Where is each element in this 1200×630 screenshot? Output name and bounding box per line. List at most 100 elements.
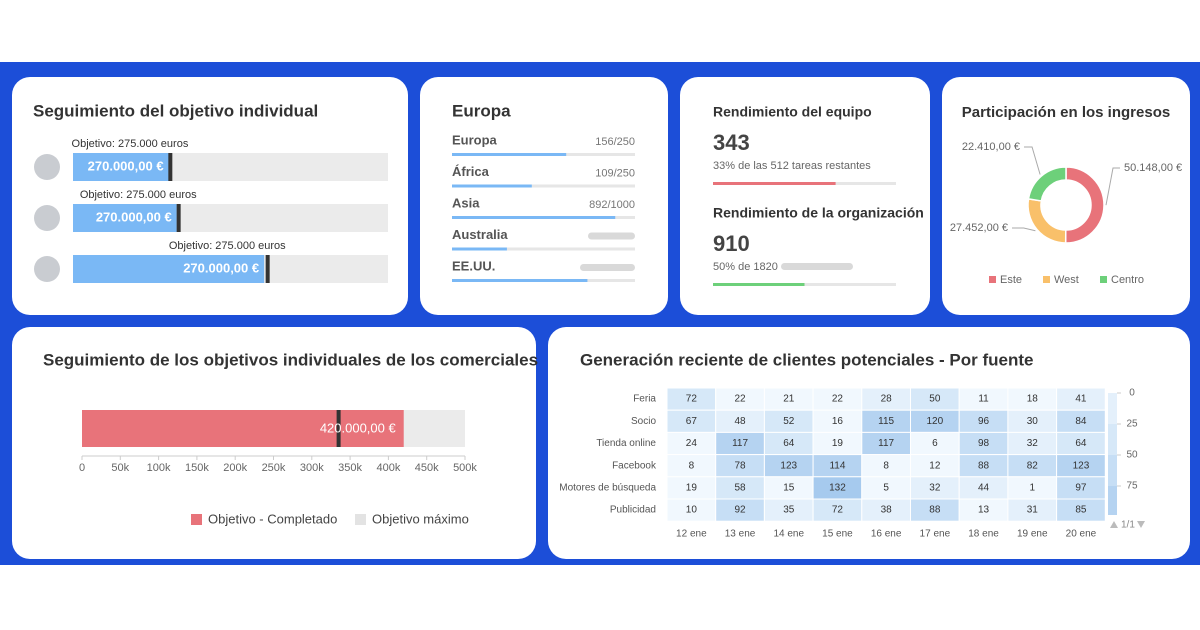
target-marker [265,255,270,283]
row-label: Publicidad [610,505,656,516]
legend-label: Objetivo máximo [372,511,469,526]
cell-label: 96 [978,416,990,427]
cell-label: 11 [978,394,989,405]
card [680,77,930,315]
bar [713,283,805,286]
column-label: 14 ene [773,529,804,540]
cell-label: 12 [929,460,941,471]
cell-label: 120 [927,416,944,427]
bar [452,184,532,188]
slice-label: 22.410,00 € [962,141,1020,153]
region-name: Australia [452,227,508,242]
kpi-value: 910 [713,231,750,256]
cell-label: 67 [686,416,698,427]
cell-label: 92 [734,505,746,516]
cell-label: 30 [1027,416,1039,427]
placeholder [580,264,635,271]
pager-down [1137,521,1145,528]
region-name: EE.UU. [452,258,495,273]
x-tick-label: 500k [453,462,477,474]
cell-label: 31 [1027,505,1039,516]
cell-label: 88 [929,505,941,516]
column-label: 15 ene [822,529,853,540]
column-label: 12 ene [676,529,707,540]
x-tick-label: 50k [111,462,129,474]
cell-label: 117 [878,438,894,449]
donut-slice [1027,166,1067,202]
target-marker [168,153,173,181]
legend-swatch [1043,276,1050,283]
x-tick-label: 0 [79,462,85,474]
target-label: Objetivo: 275.000 euros [80,189,197,201]
track [452,247,635,251]
cell-label: 84 [1075,416,1087,427]
target-marker [176,204,181,232]
scale-label: 25 [1126,419,1138,430]
kpi-title: Rendimiento del equipo [713,104,872,120]
scale-label: 0 [1129,388,1135,399]
cell-label: 132 [829,483,846,494]
cell-label: 32 [929,483,941,494]
column-label: 17 ene [920,529,951,540]
value-label: 270.000,00 € [96,209,172,224]
legend-swatch [191,514,202,525]
column-label: 13 ene [725,529,756,540]
cell-label: 88 [978,460,990,471]
cell-label: 117 [732,438,748,449]
legend-label: Objetivo - Completado [208,511,337,526]
kpi-subtitle: 33% de las 512 tareas restantes [713,160,871,172]
target-marker [336,410,341,447]
bar [73,204,177,232]
value-label: 270.000,00 € [88,158,164,173]
kpi-value: 343 [713,130,750,155]
placeholder [781,263,853,270]
region-name: Asia [452,195,480,210]
column-label: 18 ene [968,529,999,540]
bar [452,216,616,219]
cell-label: 72 [832,505,844,516]
slice-label: 27.452,00 € [950,222,1008,234]
bar [73,255,265,283]
pager-label: 1/1 [1121,520,1135,531]
bar [452,279,588,282]
column-label: 16 ene [871,529,902,540]
cell-label: 50 [929,394,941,405]
cell-label: 16 [832,416,844,427]
cell-label: 10 [686,505,698,516]
bar [452,247,507,251]
cell-label: 6 [932,438,938,449]
pager-up [1110,521,1118,528]
avatar [34,154,60,180]
slice-label: 50.148,00 € [1124,162,1182,174]
scale-label: 75 [1126,481,1138,492]
cell-label: 8 [883,460,889,471]
card-title: Seguimiento de los objetivos individuale… [43,350,538,369]
legend-label: Centro [1111,274,1144,286]
x-tick-label: 450k [415,462,439,474]
scale-segment [1108,393,1117,424]
kpi-subtitle: 50% de 1820 [713,261,778,273]
cell-label: 32 [1027,438,1039,449]
cell-label: 44 [978,483,990,494]
x-tick-label: 300k [300,462,324,474]
cell-label: 58 [734,483,746,494]
cell-label: 24 [686,438,698,449]
cell-label: 19 [832,438,844,449]
column-label: 19 ene [1017,529,1048,540]
cell-label: 5 [883,483,889,494]
row-label: Socio [631,416,656,427]
cell-label: 19 [686,483,698,494]
cell-label: 78 [734,460,746,471]
cell-label: 72 [686,394,698,405]
region-value: 109/250 [595,167,635,179]
cell-label: 28 [881,394,893,405]
scale-segment [1108,424,1117,455]
leader-line [1024,146,1041,175]
cell-label: 123 [1073,460,1090,471]
legend-swatch [1100,276,1107,283]
target-label: Objetivo: 275.000 euros [72,138,189,150]
row-label: Facebook [612,460,657,471]
x-tick-label: 350k [338,462,362,474]
cell-label: 35 [783,505,795,516]
